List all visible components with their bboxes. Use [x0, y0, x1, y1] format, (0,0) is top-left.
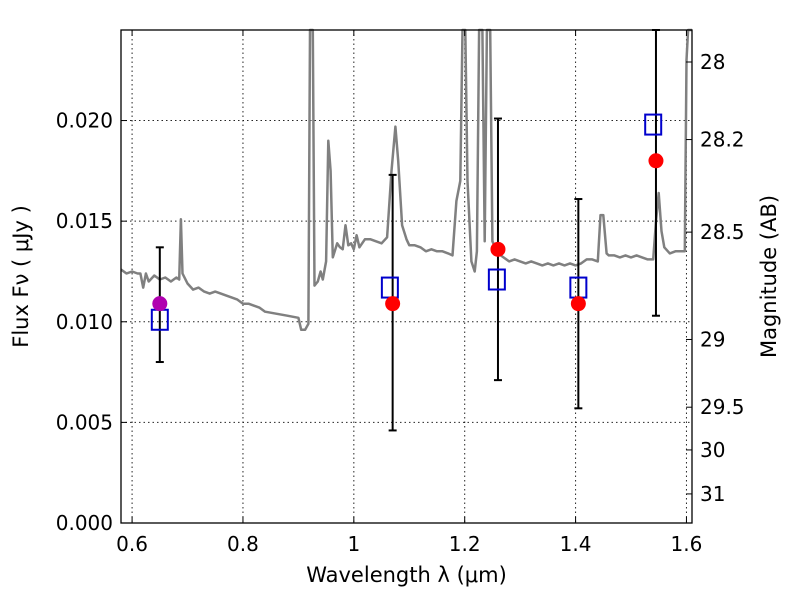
x-tick-label: 1.2	[449, 532, 481, 556]
right-tick-label: 29	[700, 327, 725, 351]
gridlines	[121, 30, 692, 523]
right-tick-label: 28.5	[700, 220, 745, 244]
axis-ticks	[121, 30, 692, 524]
error-bars	[155, 29, 660, 432]
x-tick-label: 0.6	[116, 532, 148, 556]
y-tick-label: 0.005	[56, 410, 113, 434]
y-axis-title: Flux Fν ( μJy )	[9, 205, 33, 348]
y-tick-label: 0.015	[56, 209, 113, 233]
observed-circle-marker	[648, 153, 664, 169]
y-tick-label: 0.000	[56, 511, 113, 535]
observed-circle-marker	[152, 296, 168, 312]
model-square-marker	[487, 268, 506, 291]
x-tick-labels: 0.6 0.8 1 1.2 1.4 1.6	[116, 532, 702, 556]
right-tick-label: 31	[700, 482, 725, 506]
x-axis-title: Wavelength λ (μm)	[306, 563, 507, 587]
observed-circle-marker	[385, 296, 401, 312]
y-tick-labels: 0.000 0.005 0.010 0.015 0.020	[56, 109, 113, 535]
right-tick-labels: 28 28.2 28.5 29 29.5 30 31	[700, 50, 745, 506]
right-tick-label: 28.2	[700, 128, 745, 152]
sed-model-line	[120, 28, 692, 332]
right-tick-label: 29.5	[700, 395, 745, 419]
y-tick-label: 0.020	[56, 109, 113, 133]
right-tick-label: 28	[700, 50, 725, 74]
sed-model-curve	[120, 28, 692, 332]
x-tick-label: 1	[347, 532, 360, 556]
right-tick-label: 30	[700, 438, 725, 462]
observed-circle-marker	[490, 241, 506, 257]
x-tick-label: 1.6	[671, 532, 703, 556]
model-square-marker	[644, 113, 663, 136]
x-tick-label: 1.4	[560, 532, 592, 556]
observed-photometry-points	[152, 153, 664, 312]
observed-circle-marker	[570, 296, 586, 312]
plot-frame	[120, 29, 693, 524]
right-axis-title: Magnitude (AB)	[757, 195, 781, 358]
x-tick-label: 0.8	[227, 532, 259, 556]
model-square-marker	[380, 276, 399, 299]
y-tick-label: 0.010	[56, 310, 113, 334]
